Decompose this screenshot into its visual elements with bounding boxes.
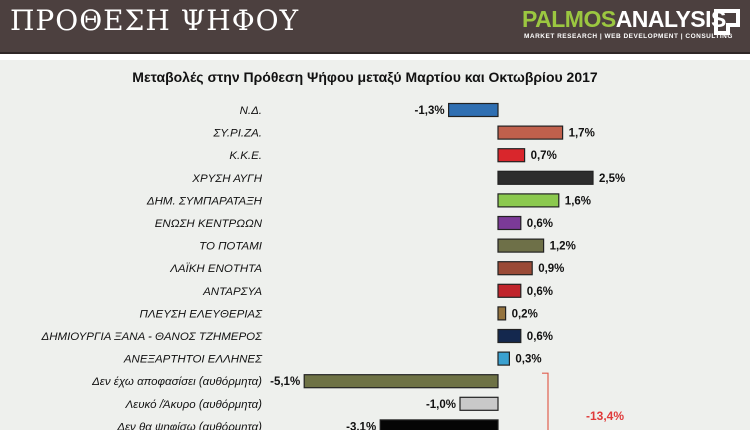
logo-wordmark: PALMOSANALYSIS — [522, 6, 726, 33]
category-label-5: ΕΝΩΣΗ ΚΕΝΤΡΩΩΝ — [155, 218, 263, 230]
category-label-9: ΠΛΕΥΣΗ ΕΛΕΥΘΕΡΙΑΣ — [140, 308, 264, 320]
value-label-13: -1,0% — [426, 399, 456, 411]
bar-14 — [379, 419, 499, 430]
category-label-12: Δεν έχω αποφασίσει (αυθόρμητα) — [91, 376, 262, 388]
value-label-0: -1,3% — [415, 105, 445, 117]
bar-2 — [497, 148, 526, 163]
category-label-6: ΤΟ ΠΟΤΑΜΙ — [199, 241, 263, 253]
value-label-5: 0,6% — [527, 218, 553, 230]
logo-wordmark-part1: PALMOS — [522, 6, 616, 32]
bar-10 — [497, 328, 522, 344]
value-label-11: 0,3% — [515, 354, 541, 366]
header-separator — [0, 54, 750, 60]
value-label-14: -3,1% — [346, 421, 376, 430]
value-label-6: 1,2% — [550, 241, 576, 253]
value-label-4: 1,6% — [565, 195, 591, 207]
chart-rows: Ν.Δ. -1,3% ΣΥ.ΡΙ.ΖΑ. 1,7% Κ.Κ.Ε. 0,7% ΧΡΥΣΗ ΑΥ… — [41, 102, 625, 430]
category-label-10: ΔΗΜΙΟΥΡΓΙΑ ΞΑΝΑ - ΘΑΝΟΣ ΤΖΗΜΕΡΟΣ — [41, 331, 264, 343]
square-bracket-logo-icon — [714, 9, 740, 35]
company-logo: PALMOSANALYSIS MARKET RESEARCH | WEB DEV… — [518, 6, 750, 46]
value-label-1: 1,7% — [569, 128, 595, 140]
bar-9 — [497, 306, 507, 321]
bar-0 — [448, 102, 499, 118]
bar-13 — [459, 396, 499, 411]
value-label-10: 0,6% — [527, 331, 553, 343]
category-label-13: Λευκό /Άκυρο (αυθόρμητα) — [124, 399, 262, 411]
bar-7 — [497, 261, 533, 276]
category-label-8: ΑΝΤΑΡΣΥΑ — [202, 286, 262, 298]
value-label-3: 2,5% — [599, 173, 625, 185]
page-title: ΠΡΟΘΕΣΗ ΨΗΦΟΥ — [10, 4, 300, 37]
bar-3 — [497, 170, 594, 185]
category-label-0: Ν.Δ. — [240, 105, 262, 117]
bar-4 — [497, 193, 560, 208]
bar-12 — [303, 374, 499, 389]
group-total-label: -13,4% — [586, 409, 624, 423]
category-label-7: ΛΑΪΚΗ ΕΝΟΤΗΤΑ — [169, 263, 262, 275]
bar-1 — [497, 125, 564, 140]
category-label-14: Δεν θα ψηφίσω (αυθόρμητα) — [116, 421, 262, 430]
value-label-8: 0,6% — [527, 286, 553, 298]
value-label-7: 0,9% — [538, 263, 564, 275]
category-label-3: ΧΡΥΣΗ ΑΥΓΗ — [191, 173, 262, 185]
category-label-1: ΣΥ.ΡΙ.ΖΑ. — [212, 128, 262, 140]
bar-6 — [497, 238, 545, 253]
category-label-11: ΑΝΕΞΑΡΤΗΤΟΙ ΕΛΛΗΝΕΣ — [123, 354, 263, 366]
logo-wordmark-part2: ANALYSIS — [615, 6, 727, 32]
category-label-4: ΔΗΜ. ΣΥΜΠΑΡΑΤΑΞΗ — [146, 195, 263, 207]
value-label-2: 0,7% — [531, 150, 557, 162]
bar-8 — [497, 283, 522, 298]
bar-5 — [497, 215, 522, 231]
bar-11 — [497, 351, 510, 366]
value-label-12: -5,1% — [270, 376, 300, 388]
category-label-2: Κ.Κ.Ε. — [229, 150, 262, 162]
vote-change-chart: Μεταβολές στην Πρόθεση Ψήφου μεταξύ Μαρτ… — [41, 69, 625, 430]
chart-title: Μεταβολές στην Πρόθεση Ψήφου μεταξύ Μαρτ… — [132, 69, 598, 85]
group-bracket — [542, 372, 549, 430]
logo-subtitle: MARKET RESEARCH | WEB DEVELOPMENT | CONS… — [524, 33, 733, 40]
value-label-9: 0,2% — [512, 308, 538, 320]
header-banner: ΠΡΟΘΕΣΗ ΨΗΦΟΥ PALMOSANALYSIS MARKET RESE… — [0, 0, 750, 54]
group-annotation: -13,4% — [542, 372, 624, 430]
